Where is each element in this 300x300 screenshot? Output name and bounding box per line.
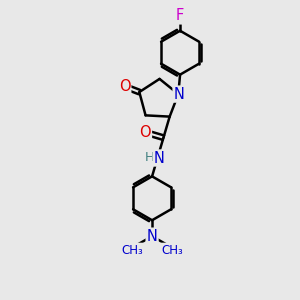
Text: O: O — [118, 79, 130, 94]
Text: N: N — [147, 229, 158, 244]
Text: N: N — [154, 151, 164, 166]
Text: N: N — [174, 87, 184, 102]
Text: O: O — [139, 125, 151, 140]
Text: H: H — [145, 151, 154, 164]
Text: F: F — [176, 8, 184, 23]
Text: CH₃: CH₃ — [122, 244, 143, 256]
Text: CH₃: CH₃ — [161, 244, 183, 256]
